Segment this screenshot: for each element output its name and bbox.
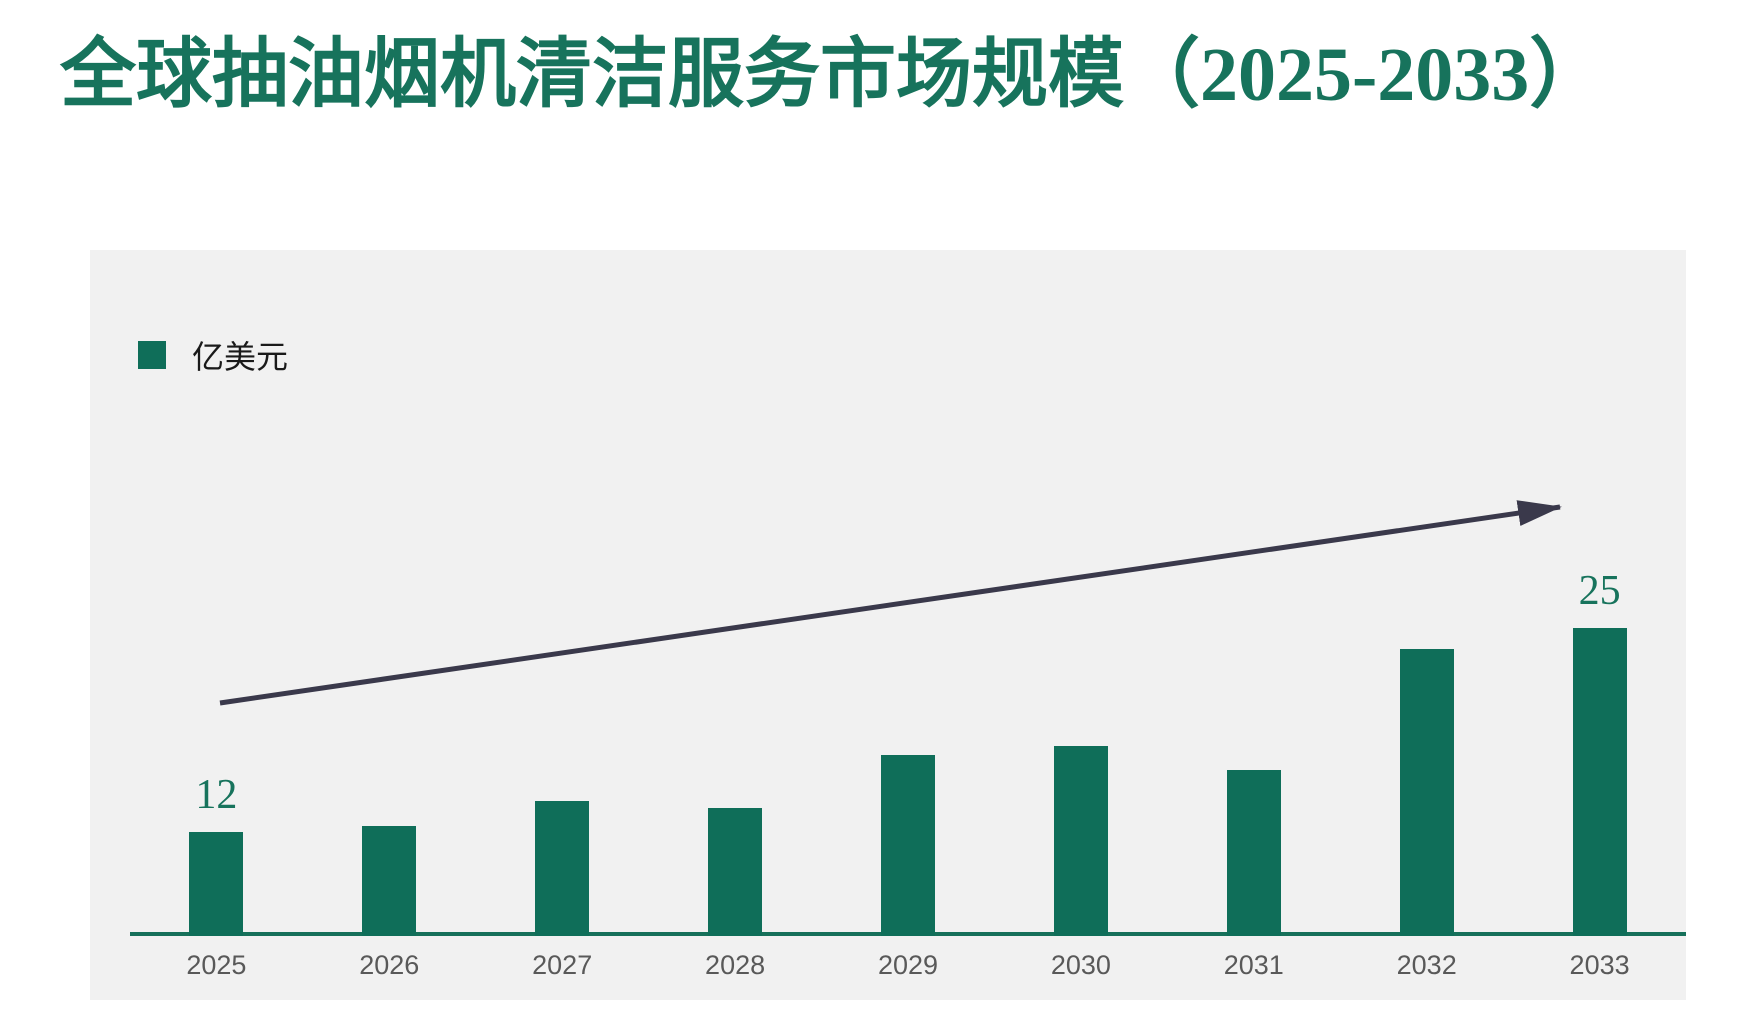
legend-label: 亿美元	[192, 339, 289, 375]
page-title: 全球抽油烟机清洁服务市场规模（2025-2033）	[60, 33, 1606, 117]
bar-value-label-2033: 25	[1578, 568, 1621, 614]
x-axis-label-2028: 2028	[705, 950, 766, 980]
chart-legend: 亿美元	[138, 332, 288, 378]
x-axis-label-2026: 2026	[359, 950, 420, 980]
bar-2028	[708, 808, 763, 936]
x-axis-label-2031: 2031	[1223, 950, 1284, 980]
legend-swatch-icon	[138, 341, 166, 369]
x-axis-label-2030: 2030	[1050, 950, 1111, 980]
x-axis-label-2032: 2032	[1396, 950, 1457, 980]
bar-2026	[362, 826, 417, 936]
x-axis-label-2029: 2029	[877, 950, 939, 980]
bar-2032	[1399, 649, 1454, 936]
bar-2029	[881, 755, 935, 936]
plot-area: 12 2025 2026 2027 2028 2029 2030 2031 2032 25 2033	[90, 250, 1686, 1000]
bar-2027	[535, 801, 590, 936]
bar-value-label-2025: 12	[195, 772, 238, 818]
trend-line	[219, 500, 1562, 706]
x-axis-label-2025: 2025	[186, 950, 247, 980]
bar-2025	[189, 832, 244, 936]
bar-2030	[1053, 746, 1108, 936]
x-axis-label-2033: 2033	[1569, 950, 1630, 980]
x-axis-label-2027: 2027	[532, 950, 593, 980]
bar-2033	[1572, 628, 1627, 936]
bar-2031	[1226, 770, 1281, 936]
chart-panel: 亿美元 12 2025 2026 2027 2028 2029 2030 2031 2032 25…	[90, 250, 1686, 1000]
